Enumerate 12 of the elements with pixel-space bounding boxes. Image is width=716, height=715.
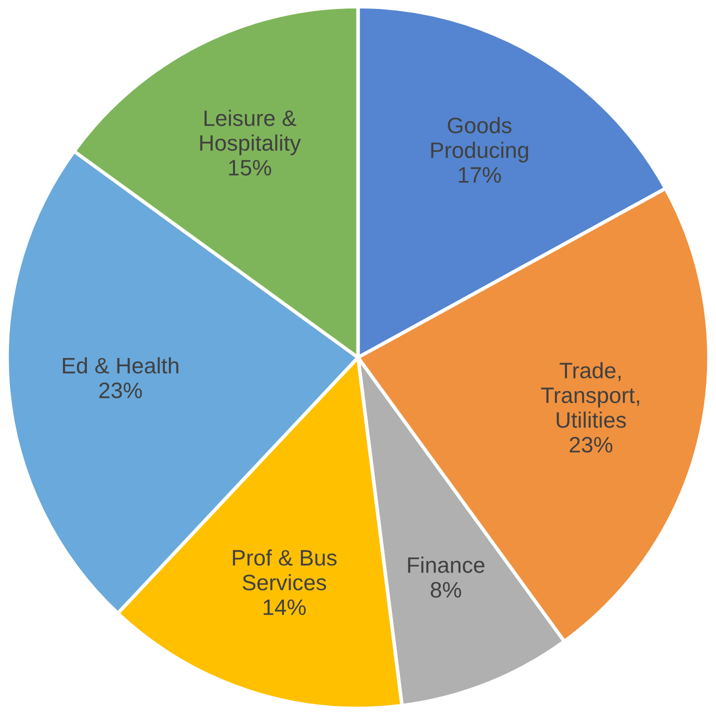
slice-label: Trade, Transport, Utilities	[541, 362, 640, 428]
slice-label: Prof & Bus Services	[232, 549, 337, 590]
slice-label: Ed & Health	[62, 357, 178, 374]
slice-label: Goods Producing	[431, 117, 528, 162]
slice-label: Leisure & Hospitality	[200, 110, 301, 156]
data-label: 23%	[99, 382, 142, 398]
slice-label: Finance	[408, 556, 484, 573]
data-label: 8%	[430, 582, 462, 598]
data-label: 23%	[570, 436, 612, 453]
data-label: 15%	[229, 160, 272, 176]
data-label: 17%	[458, 167, 501, 183]
data-label: 14%	[264, 600, 306, 616]
